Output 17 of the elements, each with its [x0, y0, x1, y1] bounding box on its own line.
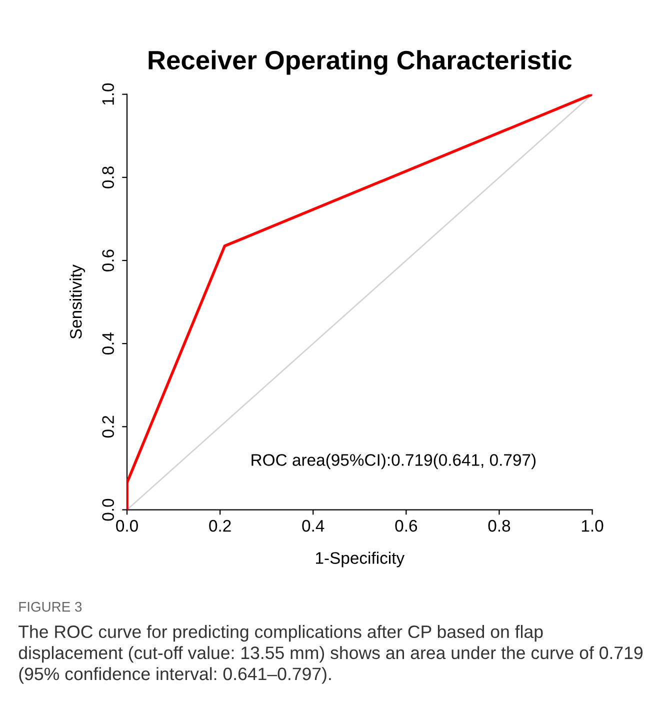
x-tick-label: 0.0: [116, 520, 138, 532]
chart-title: Receiver Operating Characteristic: [148, 50, 572, 75]
y-axis-title: Sensitivity: [70, 264, 86, 339]
x-tick-label: 0.8: [488, 520, 510, 532]
x-axis-title: 1-Specificity: [316, 552, 405, 568]
y-tick-label: 0.4: [102, 332, 114, 355]
text: The ROC curve for predicting complications after CP based on flap displacement (cut-off value: 13.55 mm) shows an area under the curve of 0.719 (95% confidence interval: 0.641–0.797).: [18, 625, 643, 684]
y-tick-label: 0.8: [102, 166, 114, 188]
caption: FIGURE 3: [19, 602, 82, 612]
x-tick-label: 1.0: [582, 520, 604, 532]
y-tick-label: 0.2: [102, 416, 114, 438]
y-tick-label: 0.6: [102, 250, 114, 272]
x-tick-label: 0.6: [395, 520, 418, 532]
y-tick-label: 1.0: [102, 83, 114, 105]
x-tick-label: 0.2: [209, 520, 231, 532]
annotation: ROC area(95%CI):0.719(0.641, 0.797): [252, 454, 536, 470]
x-tick-label: 0.4: [302, 520, 324, 532]
